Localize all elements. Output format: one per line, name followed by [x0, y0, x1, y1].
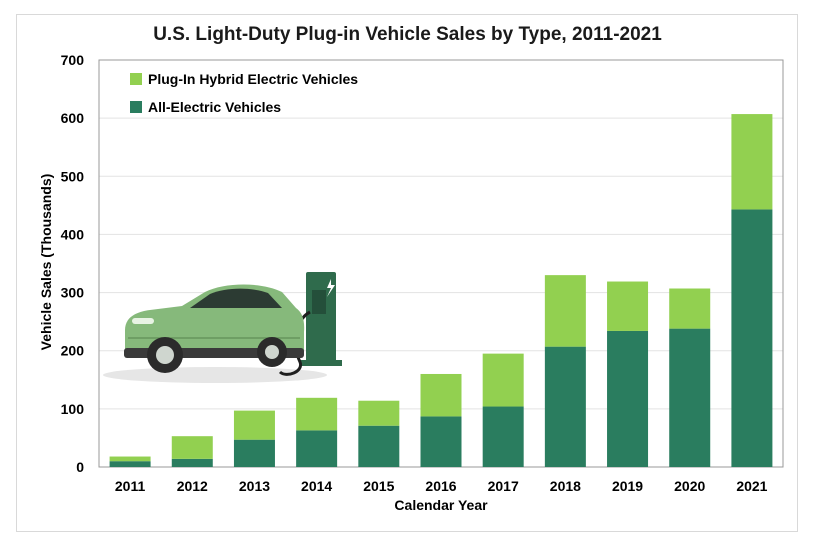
- bar-plug-in-hybrid-2016: [420, 373, 462, 417]
- x-tick-label: 2014: [301, 478, 332, 494]
- bar-plug-in-hybrid-2012: [171, 436, 213, 459]
- bar-plug-in-hybrid-2014: [296, 397, 338, 431]
- bar-plug-in-hybrid-2015: [358, 400, 400, 426]
- bar-plug-in-hybrid-2018: [544, 275, 586, 347]
- x-tick-label: 2018: [550, 478, 581, 494]
- y-tick-label: 0: [76, 459, 84, 475]
- x-tick-label: 2016: [425, 478, 456, 494]
- x-tick-label: 2017: [488, 478, 519, 494]
- x-tick-label: 2013: [239, 478, 270, 494]
- x-tick-label: 2020: [674, 478, 705, 494]
- y-tick-label: 500: [61, 168, 85, 184]
- bar-all-electric-2018: [544, 346, 586, 467]
- y-tick-label: 200: [61, 343, 85, 359]
- bar-all-electric-2021: [731, 209, 773, 468]
- bar-all-electric-2012: [171, 458, 213, 467]
- x-axis-label: Calendar Year: [394, 497, 488, 513]
- bar-all-electric-2015: [358, 425, 400, 467]
- x-tick-label: 2011: [115, 478, 146, 494]
- y-tick-label: 700: [61, 52, 85, 68]
- x-tick-label: 2021: [736, 478, 767, 494]
- x-tick-label: 2019: [612, 478, 643, 494]
- bar-all-electric-2020: [669, 328, 711, 467]
- bar-all-electric-2014: [296, 430, 338, 467]
- bar-all-electric-2019: [607, 330, 649, 467]
- bar-plug-in-hybrid-2020: [669, 288, 711, 329]
- chart-frame: [16, 14, 798, 532]
- y-tick-label: 600: [61, 110, 85, 126]
- bar-all-electric-2016: [420, 416, 462, 467]
- legend: Plug-In Hybrid Electric Vehicles All-Elec…: [130, 71, 358, 115]
- x-tick-label: 2012: [177, 478, 208, 494]
- legend-label: All-Electric Vehicles: [148, 99, 281, 115]
- legend-label: Plug-In Hybrid Electric Vehicles: [148, 71, 358, 87]
- y-tick-label: 100: [61, 401, 85, 417]
- bar-plug-in-hybrid-2019: [607, 281, 649, 331]
- bar-all-electric-2013: [233, 439, 275, 467]
- bar-plug-in-hybrid-2013: [233, 410, 275, 440]
- legend-swatch: [130, 101, 142, 113]
- bar-plug-in-hybrid-2021: [731, 114, 773, 210]
- bars: [109, 114, 773, 468]
- bar-all-electric-2011: [109, 461, 151, 467]
- x-ticks: 2011 2012 2013 2014 2015 2016 2017 2018 2019 2020…: [115, 478, 768, 494]
- electric-car-charging-icon: [103, 272, 342, 383]
- y-ticks: 0 100 200 300 400 500 600 700: [61, 52, 85, 475]
- y-tick-label: 400: [61, 226, 85, 242]
- bar-all-electric-2017: [482, 406, 524, 467]
- x-tick-label: 2015: [363, 478, 394, 494]
- bar-plug-in-hybrid-2011: [109, 456, 151, 462]
- chart-title: U.S. Light-Duty Plug-in Vehicle Sales by…: [153, 24, 662, 45]
- bar-plug-in-hybrid-2017: [482, 353, 524, 407]
- legend-swatch: [130, 73, 142, 85]
- y-tick-label: 300: [61, 285, 85, 301]
